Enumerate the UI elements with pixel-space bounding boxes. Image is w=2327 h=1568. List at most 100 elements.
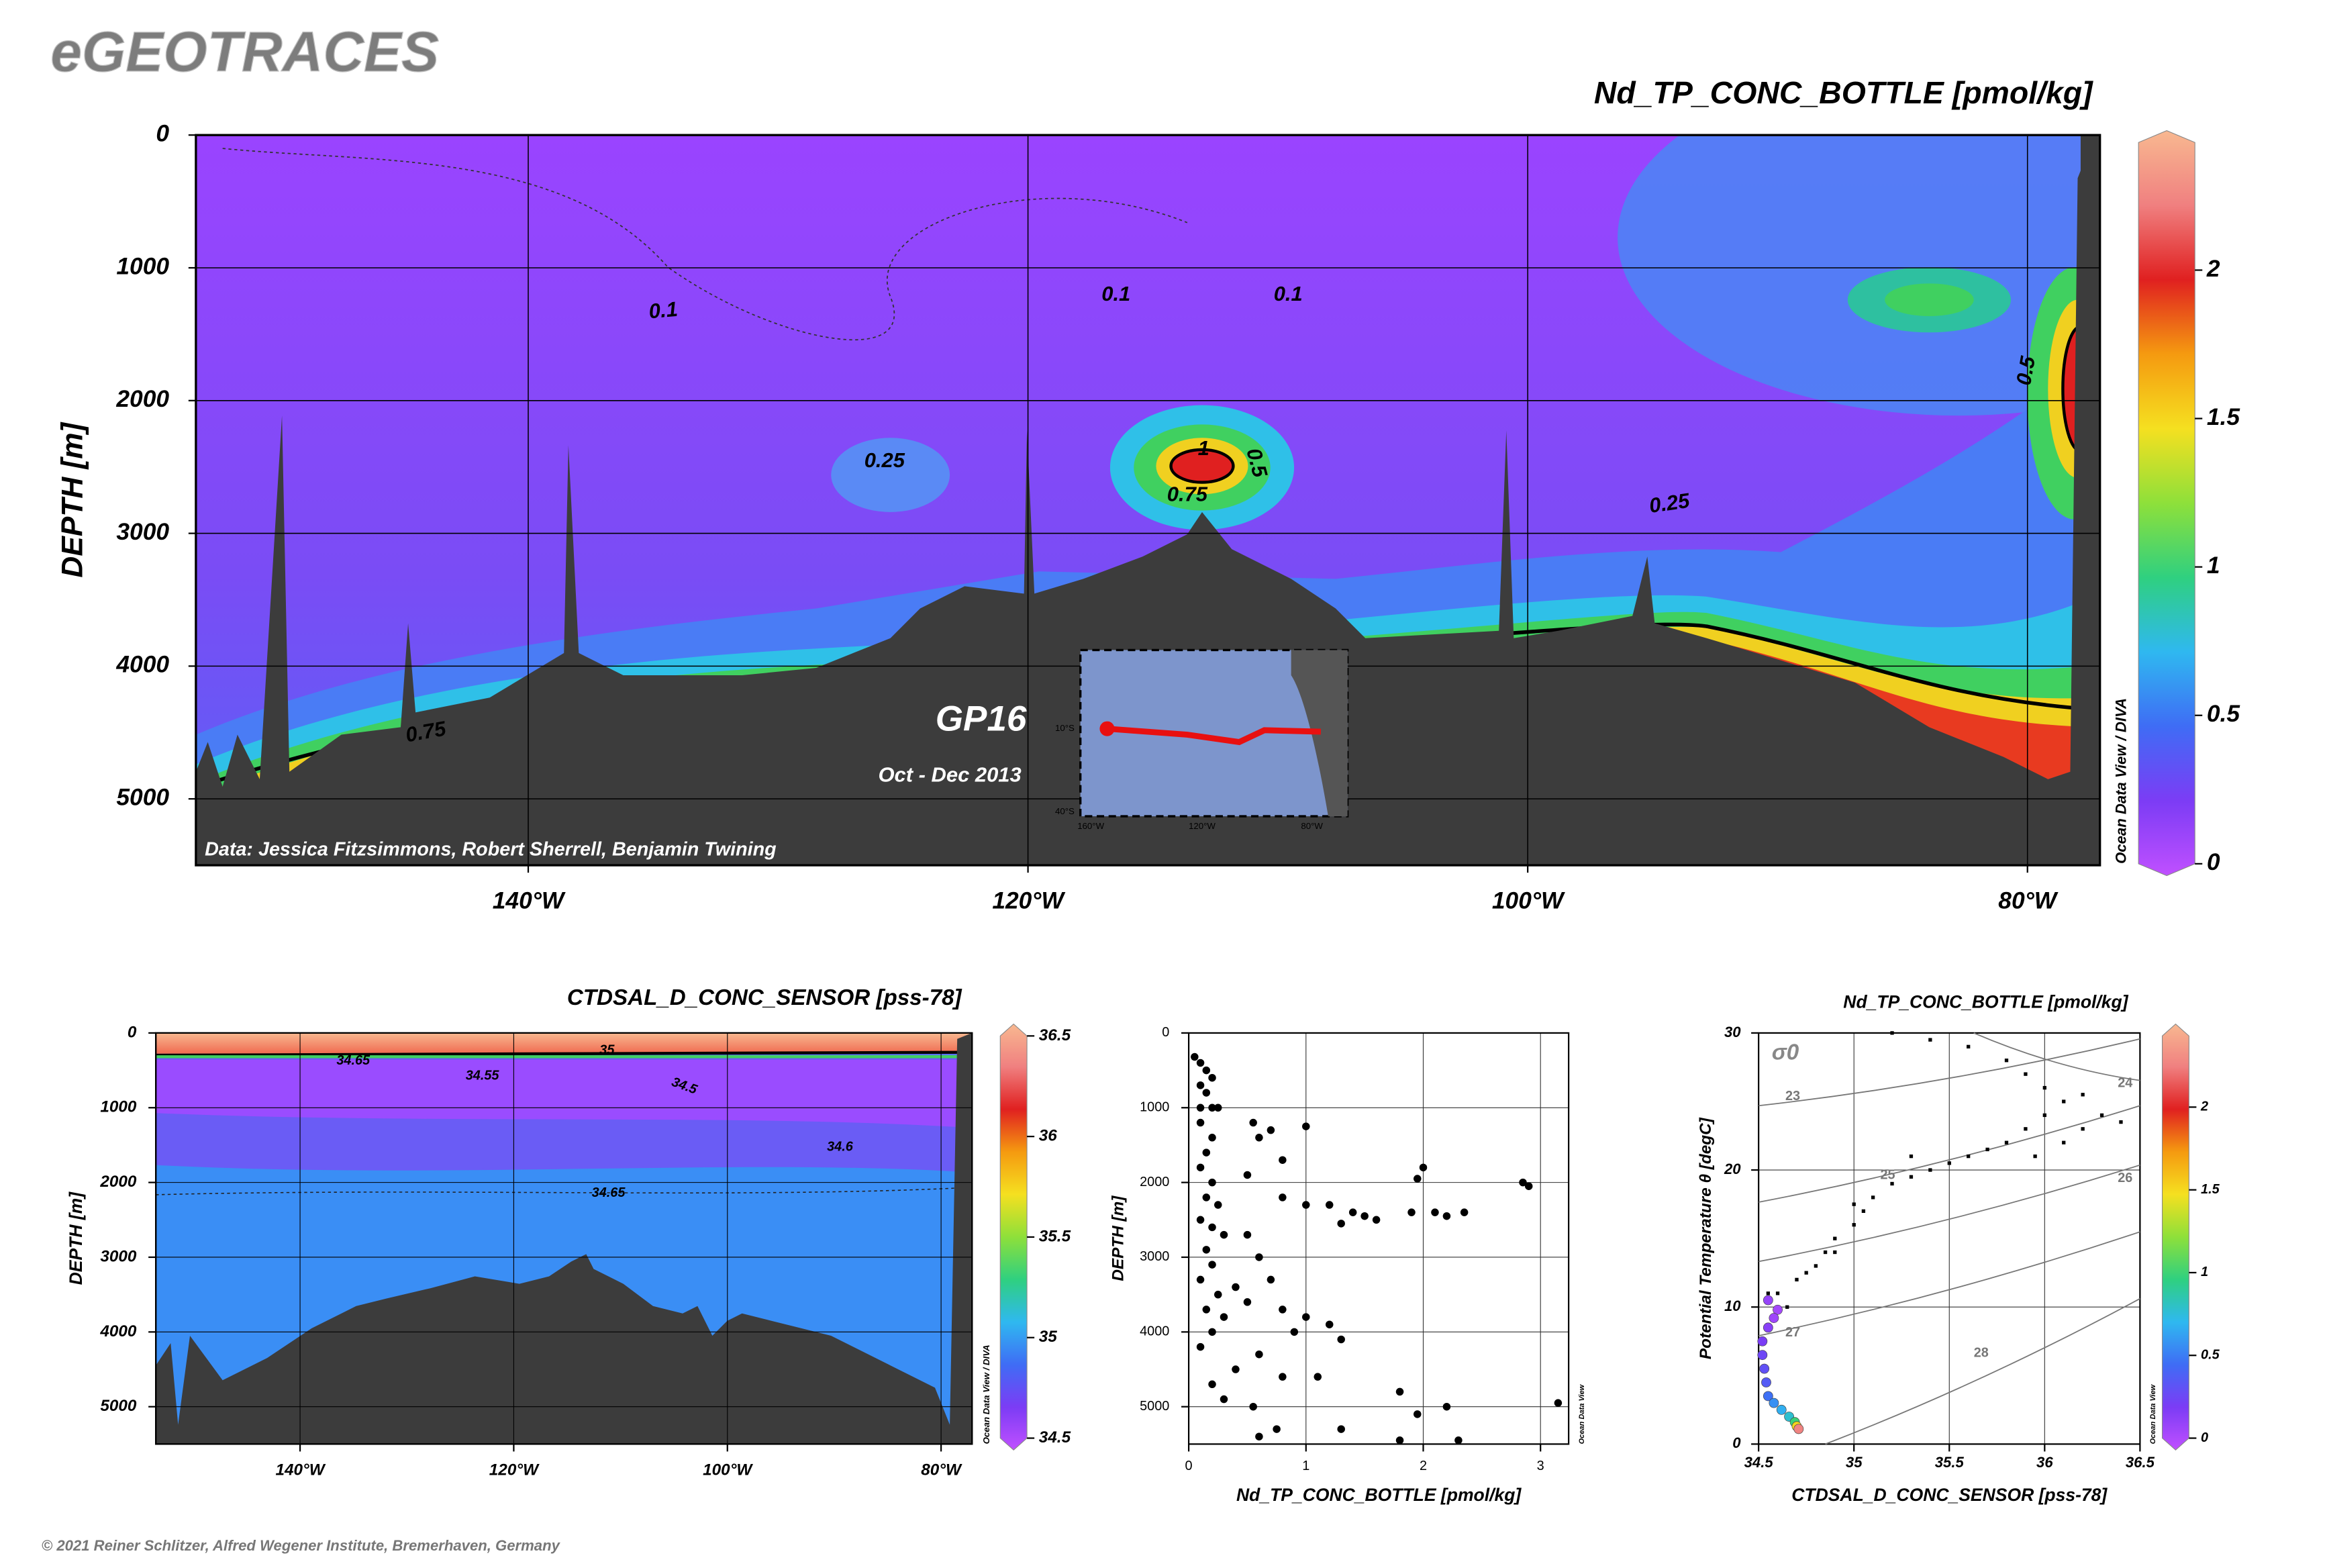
data-point bbox=[2024, 1127, 2028, 1131]
colored-point bbox=[1757, 1336, 1768, 1346]
data-point bbox=[2081, 1127, 2085, 1131]
contour-label: 0.1 bbox=[1101, 282, 1130, 305]
data-point bbox=[1407, 1208, 1416, 1216]
colored-point bbox=[1763, 1322, 1773, 1333]
x-tick-label: 80°W bbox=[1998, 888, 2058, 914]
data-point bbox=[1775, 1291, 1780, 1295]
data-point bbox=[1890, 1031, 1894, 1035]
chart-title: Nd_TP_CONC_BOTTLE [pmol/kg] bbox=[1843, 992, 2128, 1012]
data-point bbox=[1947, 1161, 1951, 1165]
x-tick-label: 3 bbox=[1537, 1459, 1544, 1473]
data-point bbox=[1214, 1290, 1222, 1299]
y-tick-label: 5000 bbox=[1140, 1399, 1169, 1414]
isopycnal-label: 23 bbox=[1785, 1089, 1800, 1104]
data-point bbox=[1191, 1052, 1199, 1061]
x-tick-label: 0 bbox=[1185, 1459, 1193, 1473]
data-point bbox=[2099, 1113, 2104, 1118]
y-tick-label: 0 bbox=[1162, 1025, 1169, 1040]
data-point bbox=[1202, 1246, 1211, 1254]
isopycnal-label: 28 bbox=[1974, 1346, 1989, 1361]
data-point bbox=[2062, 1099, 2066, 1104]
data-point bbox=[1414, 1410, 1422, 1418]
data-point bbox=[2081, 1093, 2085, 1097]
inset-lon-label: 160°W bbox=[1077, 821, 1104, 831]
data-point bbox=[1279, 1306, 1287, 1314]
data-point bbox=[1785, 1305, 1789, 1309]
isopycnal bbox=[1758, 1231, 2140, 1336]
colorbar-tick-label: 35.5 bbox=[1039, 1227, 1071, 1245]
data-point bbox=[1255, 1134, 1263, 1142]
y-tick-label: 4000 bbox=[99, 1322, 137, 1340]
inset-lon-label: 80°W bbox=[1301, 821, 1323, 831]
data-point bbox=[1208, 1261, 1216, 1269]
y-tick-label: 2000 bbox=[115, 386, 169, 412]
data-point bbox=[1243, 1230, 1252, 1239]
contour-label: 34.55 bbox=[466, 1068, 500, 1083]
colorbar bbox=[2162, 1023, 2189, 1451]
x-tick-label: 36.5 bbox=[2126, 1454, 2155, 1471]
y-tick-label: 0 bbox=[128, 1023, 137, 1041]
y-tick-label: 3000 bbox=[116, 519, 169, 545]
data-point bbox=[1804, 1271, 1808, 1275]
y-tick-label: 1000 bbox=[116, 253, 169, 279]
y-tick-label: 20 bbox=[1724, 1161, 1741, 1177]
x-tick-label: 120°W bbox=[489, 1461, 540, 1479]
contour-label: 0.1 bbox=[648, 297, 679, 324]
data-point bbox=[1360, 1212, 1369, 1220]
data-point bbox=[1967, 1154, 1971, 1159]
data-point bbox=[1214, 1201, 1222, 1209]
plot-frame bbox=[155, 1032, 973, 1445]
isopycnal-title: σ0 bbox=[1772, 1040, 1799, 1065]
data-point bbox=[1325, 1201, 1334, 1209]
contour-label: 1 bbox=[1198, 436, 1209, 460]
data-point bbox=[1208, 1223, 1216, 1232]
colorbar-tick-label: 2 bbox=[2206, 256, 2220, 282]
isopycnal bbox=[1973, 1032, 2140, 1081]
data-point bbox=[1214, 1104, 1222, 1112]
data-point bbox=[1442, 1212, 1451, 1220]
y-tick-label: 1000 bbox=[100, 1098, 137, 1116]
data-point bbox=[1442, 1402, 1451, 1411]
contour-label: 34.65 bbox=[592, 1185, 626, 1200]
data-point bbox=[1232, 1365, 1240, 1373]
data-point bbox=[1202, 1089, 1211, 1097]
data-point bbox=[1314, 1373, 1322, 1381]
inset-lat-label: 40°S bbox=[1055, 806, 1075, 816]
y-axis-label: DEPTH [m] bbox=[1109, 1195, 1128, 1281]
data-point bbox=[1419, 1163, 1428, 1172]
data-point bbox=[2004, 1140, 2009, 1144]
colored-point bbox=[1763, 1391, 1773, 1402]
x-tick-label: 34.5 bbox=[1744, 1454, 1774, 1471]
data-point bbox=[1267, 1275, 1275, 1284]
data-point bbox=[1795, 1277, 1799, 1282]
data-point bbox=[1202, 1066, 1211, 1075]
plot-frame bbox=[195, 134, 2101, 867]
data-point bbox=[2004, 1059, 2009, 1063]
data-point bbox=[1554, 1399, 1563, 1407]
inset-map: 10°S 40°S 160°W 120°W 80°W bbox=[1055, 648, 1349, 831]
data-point bbox=[2062, 1140, 2066, 1144]
data-point bbox=[1395, 1436, 1404, 1444]
data-point bbox=[1823, 1250, 1828, 1255]
data-point bbox=[1337, 1425, 1345, 1433]
data-point bbox=[1208, 1104, 1216, 1112]
data-point bbox=[1249, 1118, 1257, 1127]
inset-lat-label: 10°S bbox=[1055, 723, 1075, 733]
axes: 140°W 120°W 100°W 80°W010002000300040005000… bbox=[56, 75, 2240, 1505]
chart-title: Nd_TP_CONC_BOTTLE [pmol/kg] bbox=[1594, 75, 2093, 110]
colored-point bbox=[1769, 1398, 1779, 1408]
colorbar-tick-label: 1.5 bbox=[2201, 1182, 2220, 1197]
data-point bbox=[1871, 1195, 1875, 1199]
data-point bbox=[1460, 1208, 1469, 1216]
isopycnal-label: 26 bbox=[2118, 1171, 2132, 1185]
y-axis-label: DEPTH [m] bbox=[66, 1191, 86, 1285]
x-tick-label: 100°W bbox=[703, 1461, 753, 1479]
x-tick-label: 2 bbox=[1420, 1459, 1427, 1473]
isopycnal bbox=[1825, 1297, 2140, 1445]
data-point bbox=[1928, 1168, 1932, 1172]
colorbar-tick-label: 1 bbox=[2201, 1265, 2208, 1279]
colorbar-tick-label: 0 bbox=[2201, 1430, 2208, 1445]
data-point bbox=[1196, 1216, 1205, 1224]
data-point bbox=[1196, 1342, 1205, 1351]
y-tick-label: 4000 bbox=[1140, 1324, 1169, 1339]
